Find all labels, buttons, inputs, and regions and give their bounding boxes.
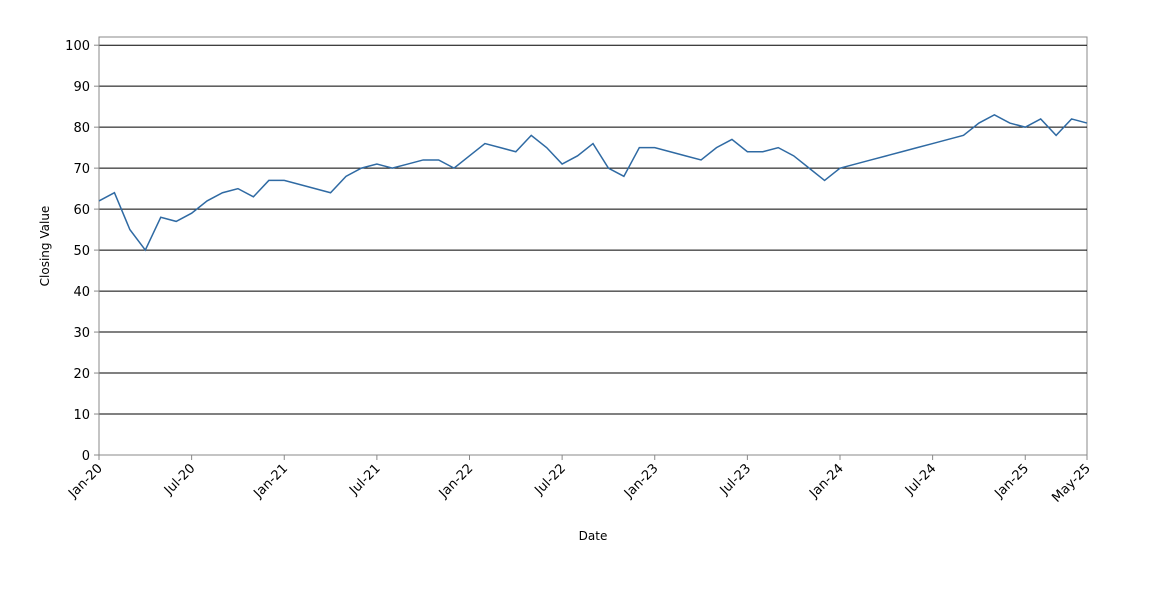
x-tick-label: Jul-21 (346, 461, 383, 498)
x-tick-label: Jul-23 (717, 461, 754, 498)
y-tick-label: 90 (73, 80, 90, 95)
x-tick-label: Jan-20 (65, 461, 106, 502)
plot-area (98, 36, 1088, 456)
x-axis-label: Date (579, 529, 608, 543)
y-tick-label: 100 (65, 39, 90, 54)
y-tick-label: 0 (82, 449, 90, 464)
y-tick-label: 40 (73, 285, 90, 300)
y-tick-label: 10 (73, 408, 90, 423)
x-tick-label: Jan-25 (992, 461, 1033, 502)
x-tick-label: Jan-23 (621, 461, 662, 502)
y-tick-label: 80 (73, 121, 90, 136)
x-tick-label: Jul-24 (902, 461, 939, 498)
y-tick-label: 20 (73, 367, 90, 382)
y-tick-label: 30 (73, 326, 90, 341)
x-tick-label: May-25 (1049, 461, 1093, 505)
y-axis-label: Closing Value (38, 206, 52, 287)
x-tick-label: Jan-22 (436, 461, 477, 502)
x-tick-label: Jan-21 (251, 461, 292, 502)
y-tick-label: 50 (73, 244, 90, 259)
x-tick-label: Jan-24 (806, 461, 847, 502)
x-tick-label: Jul-20 (161, 461, 198, 498)
y-tick-label: 70 (73, 162, 90, 177)
data-line (98, 114, 1088, 252)
x-tick-label: Jul-22 (532, 461, 569, 498)
y-tick-label: 60 (73, 203, 90, 218)
